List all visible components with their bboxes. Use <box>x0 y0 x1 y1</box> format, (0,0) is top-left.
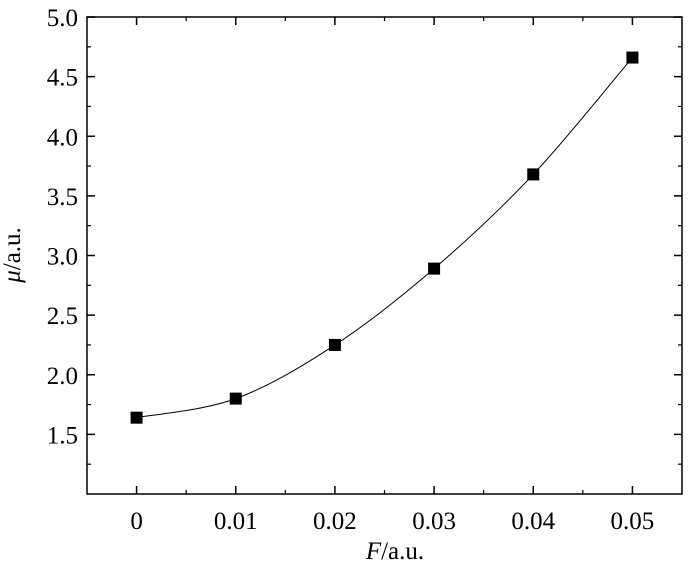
data-point <box>527 168 540 181</box>
y-tick-label: 3.0 <box>47 244 78 271</box>
x-tick-label: 0.04 <box>511 508 555 535</box>
plot-frame <box>86 16 683 495</box>
x-axis-unit: /a.u. <box>381 538 424 565</box>
y-tick-label: 4.5 <box>47 65 78 92</box>
data-points <box>130 51 639 424</box>
y-tick-label: 2.0 <box>47 363 78 390</box>
data-point <box>428 262 441 275</box>
x-tick-label: 0 <box>130 508 143 535</box>
x-axis-title: F/a.u. <box>365 538 424 565</box>
y-tick-label: 2.5 <box>47 303 78 330</box>
x-tick-label: 0.02 <box>313 508 357 535</box>
x-tick-label: 0.03 <box>412 508 456 535</box>
series-line <box>136 57 633 419</box>
y-axis-symbol: μ <box>0 270 26 284</box>
y-tick-label: 4.0 <box>47 124 78 151</box>
y-axis-title: μ/a.u. <box>0 227 26 284</box>
y-tick-label: 3.5 <box>47 184 78 211</box>
y-axis-unit: /a.u. <box>0 227 26 270</box>
y-axis: 1.5 2.0 2.5 3.0 3.5 4.0 4.5 5.0 <box>47 5 682 465</box>
data-point <box>130 411 143 424</box>
x-axis-symbol: F <box>365 538 382 565</box>
x-tick-label: 0.05 <box>611 508 655 535</box>
data-point <box>229 392 242 405</box>
x-axis: 0 0.01 0.02 0.03 0.04 0.05 <box>130 17 654 535</box>
data-point <box>328 338 341 351</box>
y-tick-label: 1.5 <box>47 422 78 449</box>
x-tick-label: 0.01 <box>214 508 258 535</box>
data-point <box>626 51 639 64</box>
y-tick-label: 5.0 <box>47 5 78 32</box>
